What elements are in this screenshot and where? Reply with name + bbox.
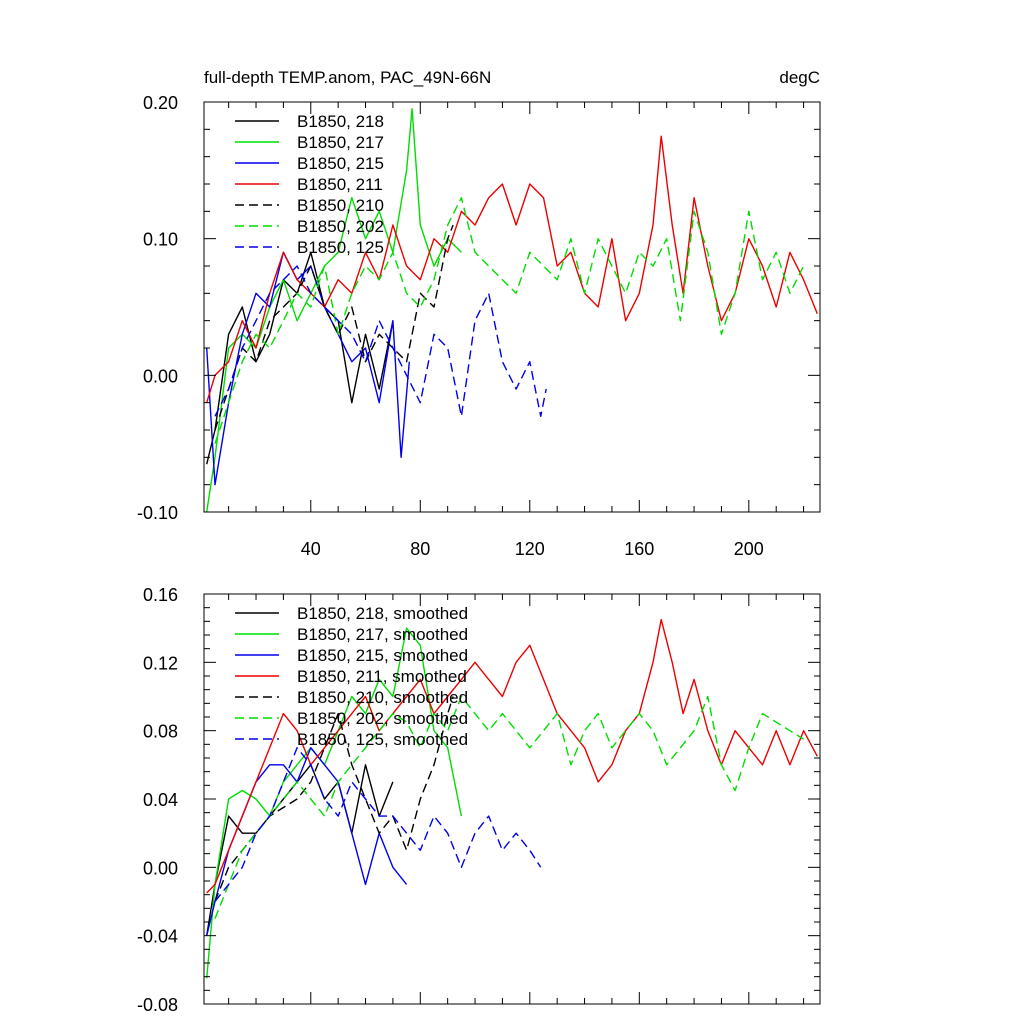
bottom-y-tick-label: 0.16 — [143, 585, 178, 605]
top-x-tick-label: 40 — [301, 539, 321, 559]
bottom-y-tick-label: -0.04 — [137, 927, 178, 947]
top-x-tick-label: 80 — [410, 539, 430, 559]
top-series-line-4 — [206, 135, 818, 403]
bottom-y-tick-label: 0.12 — [143, 653, 178, 673]
top-series-line-2 — [206, 108, 462, 513]
top-legend-label-2: B1850, 217 — [297, 133, 384, 152]
top-legend-label-6: B1850, 202 — [297, 217, 384, 236]
top-legend-label-7: B1850, 125 — [297, 238, 384, 257]
top-y-tick-label: 0.10 — [143, 230, 178, 250]
bottom-legend-label-2: B1850, 217, smoothed — [297, 625, 468, 644]
bottom-series-line-6 — [214, 695, 804, 919]
bottom-legend-label-3: B1850, 215, smoothed — [297, 646, 468, 665]
bottom-series-line-5 — [214, 696, 454, 902]
top-y-tick-label: 0.20 — [143, 93, 178, 113]
top-plot-frame — [203, 101, 821, 513]
bottom-legend: B1850, 218, smoothed B1850, 217, smoothed… — [235, 604, 468, 749]
bottom-y-tick-label: 0.00 — [143, 858, 178, 878]
bottom-y-tick-label: 0.08 — [143, 722, 178, 742]
top-y-tick-label: 0.00 — [143, 366, 178, 386]
bottom-y-tick-label: -0.08 — [137, 995, 178, 1015]
top-series-group — [206, 108, 818, 513]
bottom-series-line-7 — [214, 747, 542, 902]
bottom-legend-label-7: B1850, 125, smoothed — [297, 730, 468, 749]
bottom-legend-label-4: B1850, 211, smoothed — [297, 667, 467, 686]
bottom-series-line-4 — [206, 618, 818, 894]
bottom-legend-label-1: B1850, 218, smoothed — [297, 604, 468, 623]
top-series-line-6 — [214, 196, 805, 444]
top-x-tick-label: 160 — [624, 539, 654, 559]
bottom-series-line-2 — [206, 627, 463, 979]
bottom-plot-area: -0.08 -0.04 0.00 0.04 0.08 0.12 0.16 B1850, 218… — [137, 585, 821, 1015]
top-panel: full-depth TEMP.anom, PAC_49N-66N degC -… — [137, 68, 821, 559]
bottom-panel: -0.08 -0.04 0.00 0.04 0.08 0.12 0.16 B1850, 218… — [137, 585, 821, 1015]
top-legend: B1850, 218 B1850, 217 B1850, 215 B1850, 211… — [235, 112, 384, 257]
top-legend-label-5: B1850, 210 — [297, 196, 384, 215]
top-y-tick-label: -0.10 — [137, 503, 178, 523]
top-chart-title: full-depth TEMP.anom, PAC_49N-66N — [204, 68, 491, 87]
top-plot-area: -0.10 0.00 0.10 0.20 40 80 120 160 200 B1850, 218… — [137, 93, 821, 559]
top-series-line-5 — [214, 224, 454, 431]
top-x-tick-label: 120 — [515, 539, 545, 559]
top-x-tick-label: 200 — [734, 539, 764, 559]
bottom-y-tick-label: 0.04 — [143, 790, 178, 810]
bottom-legend-label-5: B1850, 210, smoothed — [297, 688, 468, 707]
top-legend-label-3: B1850, 215 — [297, 154, 384, 173]
top-units-label: degC — [779, 68, 820, 87]
top-legend-label-4: B1850, 211 — [297, 175, 383, 194]
bottom-series-group — [206, 618, 818, 979]
bottom-legend-label-6: B1850, 202, smoothed — [297, 709, 468, 728]
top-series-line-7 — [214, 265, 547, 417]
top-legend-label-1: B1850, 218 — [297, 112, 384, 131]
